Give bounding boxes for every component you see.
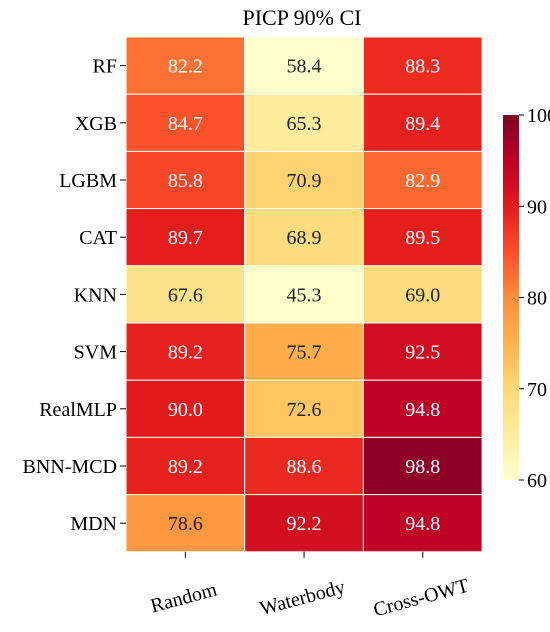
heatmap-cell — [244, 322, 364, 381]
heatmap-cell — [125, 265, 246, 324]
heatmap-cell — [125, 379, 246, 438]
heatmap-cell — [244, 150, 364, 210]
colorbar-gradient — [503, 115, 519, 480]
cell-value-label: 69.0 — [405, 284, 440, 306]
cell-value-label: 67.6 — [168, 284, 203, 306]
cell-value-label: 89.7 — [168, 227, 203, 249]
heatmap-cell — [244, 265, 364, 324]
heatmap-cell — [244, 436, 364, 496]
row-labels: RF XGB LGBM CAT KNN SVM RealMLP BNN-MCD MDN — [23, 56, 126, 535]
cell-value-label: 84.7 — [168, 113, 203, 135]
cell-value-label: 89.5 — [405, 227, 440, 249]
cell-value-label: 45.3 — [287, 284, 322, 306]
row-label: BNN-MCD — [23, 456, 117, 478]
row-label: LGBM — [59, 170, 117, 192]
heatmap-cell — [362, 265, 483, 324]
heatmap-cell — [125, 93, 246, 152]
heatmap-cell — [244, 379, 364, 438]
cell-value-label: 72.6 — [287, 399, 322, 421]
cell-value-label: 92.2 — [287, 513, 322, 535]
column-labels: Random Waterbody Cross-OWT — [148, 551, 471, 622]
colorbar-tick-label: 60 — [527, 470, 547, 492]
chart-title: PICP 90% CI — [243, 5, 362, 30]
colorbar-tick-label: 80 — [527, 288, 547, 310]
cell-value-label: 85.8 — [168, 170, 203, 192]
cell-value-label: 75.7 — [287, 342, 322, 364]
cell-value-label: 94.8 — [405, 513, 440, 535]
cell-value-label: 88.3 — [405, 56, 440, 78]
heatmap-cells: 82.2 58.4 88.3 84.7 65.3 89.4 85.8 70.9 82.9 89.7… — [125, 36, 483, 553]
column-label: Cross-OWT — [371, 575, 471, 622]
cell-value-label: 65.3 — [287, 113, 322, 135]
cell-value-label: 92.5 — [405, 342, 440, 364]
heatmap-cell — [125, 208, 246, 267]
cell-value-label: 90.0 — [168, 399, 203, 421]
heatmap-cell — [362, 379, 483, 438]
cell-value-label: 68.9 — [287, 227, 322, 249]
cell-value-label: 82.2 — [168, 56, 203, 78]
cell-value-label: 94.8 — [405, 399, 440, 421]
colorbar-tick-label: 90 — [527, 196, 547, 218]
heatmap-cell — [362, 93, 483, 152]
colorbar: 60 70 80 90 100 — [503, 105, 550, 492]
row-label: KNN — [74, 284, 117, 306]
cell-value-label: 98.8 — [405, 456, 440, 478]
cell-value-label: 82.9 — [405, 170, 440, 192]
heatmap-cell — [362, 322, 483, 381]
row-label: SVM — [74, 342, 118, 364]
cell-value-label: 89.4 — [405, 113, 440, 135]
row-label: MDN — [70, 513, 117, 535]
colorbar-tick-label: 70 — [527, 379, 547, 401]
column-label: Random — [148, 578, 220, 617]
heatmap-cell — [125, 436, 246, 496]
row-label: RealMLP — [39, 399, 117, 421]
colorbar-tick-label: 100 — [527, 105, 550, 127]
heatmap-cell — [125, 494, 246, 553]
row-label: RF — [93, 56, 117, 78]
heatmap-cell — [244, 36, 364, 95]
heatmap-cell — [362, 436, 483, 496]
heatmap-cell — [362, 208, 483, 267]
cell-value-label: 78.6 — [168, 513, 203, 535]
column-label: Waterbody — [258, 576, 348, 620]
cell-value-label: 70.9 — [287, 170, 322, 192]
heatmap-cell — [362, 36, 483, 95]
cell-value-label: 88.6 — [287, 456, 322, 478]
heatmap-cell — [244, 93, 364, 152]
heatmap-cell — [125, 36, 246, 95]
cell-value-label: 89.2 — [168, 342, 203, 364]
row-label: CAT — [79, 227, 117, 249]
cell-value-label: 89.2 — [168, 456, 203, 478]
heatmap-cell — [362, 494, 483, 553]
cell-value-label: 58.4 — [287, 56, 322, 78]
row-label: XGB — [75, 113, 117, 135]
